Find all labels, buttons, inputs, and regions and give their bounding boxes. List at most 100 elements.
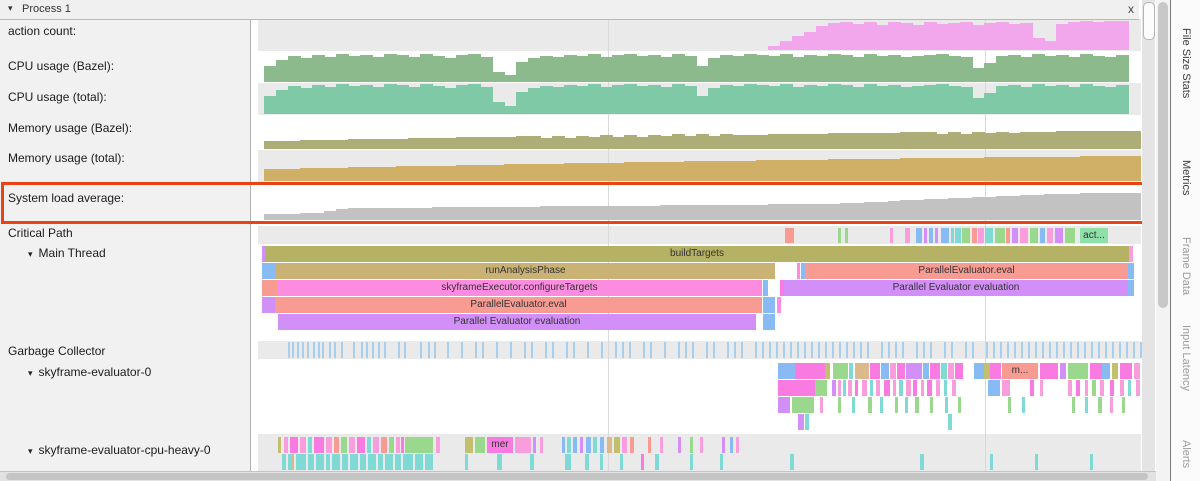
trace-slice[interactable]	[262, 280, 277, 296]
trace-slice[interactable]	[941, 363, 947, 379]
trace-slice[interactable]	[927, 380, 932, 396]
tab-alerts[interactable]: Alerts	[1180, 440, 1192, 469]
trace-slice[interactable]	[690, 454, 693, 470]
gc-tick[interactable]	[804, 342, 806, 358]
trace-slice[interactable]	[881, 363, 889, 379]
trace-slice[interactable]	[660, 437, 663, 453]
gc-tick[interactable]	[1105, 342, 1107, 358]
gc-tick[interactable]	[615, 342, 617, 358]
trace-slice[interactable]	[930, 397, 933, 413]
trace-slice[interactable]	[1128, 263, 1134, 279]
gc-tick[interactable]	[825, 342, 827, 358]
trace-slice[interactable]: act...	[1080, 228, 1108, 243]
trace-slice[interactable]	[777, 297, 781, 313]
gc-tick[interactable]	[860, 342, 862, 358]
trace-slice[interactable]	[465, 437, 473, 453]
trace-slice[interactable]	[870, 380, 873, 396]
trace-slice[interactable]	[357, 437, 365, 453]
collapse-arrow-icon[interactable]: ▾	[8, 3, 13, 13]
gc-tick[interactable]	[372, 342, 374, 358]
trace-slice[interactable]	[890, 363, 896, 379]
gc-tick[interactable]	[741, 342, 743, 358]
gc-tick[interactable]	[545, 342, 547, 358]
trace-slice[interactable]	[995, 228, 1005, 243]
gc-tick[interactable]	[895, 342, 897, 358]
trace-slice[interactable]	[916, 228, 922, 243]
trace-slice[interactable]: Parallel Evaluator evaluation	[784, 280, 1128, 296]
gc-tick[interactable]	[297, 342, 299, 358]
trace-slice[interactable]	[655, 454, 659, 470]
trace-slice[interactable]	[381, 437, 387, 453]
trace-slice[interactable]	[945, 397, 948, 413]
trace-slice[interactable]	[1100, 380, 1104, 396]
gc-tick[interactable]	[1112, 342, 1114, 358]
gc-tick[interactable]	[353, 342, 355, 358]
inner-vertical-scrollbar[interactable]	[1142, 0, 1155, 471]
trace-slice[interactable]	[862, 380, 867, 396]
trace-slice[interactable]	[1120, 380, 1124, 396]
gc-tick[interactable]	[1119, 342, 1121, 358]
trace-slice[interactable]	[785, 228, 794, 243]
trace-slice[interactable]	[600, 437, 604, 453]
trace-slice[interactable]	[1055, 228, 1063, 243]
gc-tick[interactable]	[902, 342, 904, 358]
trace-slice[interactable]	[795, 380, 815, 396]
gc-tick[interactable]	[366, 342, 368, 358]
gc-tick[interactable]	[1091, 342, 1093, 358]
trace-slice[interactable]: skyframeExecutor.configureTargets	[277, 280, 762, 296]
gc-tick[interactable]	[475, 342, 477, 358]
gc-tick[interactable]	[783, 342, 785, 358]
trace-slice[interactable]	[1072, 397, 1075, 413]
trace-slice[interactable]	[349, 437, 355, 453]
trace-slice[interactable]	[515, 437, 531, 453]
trace-slice[interactable]	[1129, 246, 1133, 262]
trace-slice[interactable]	[700, 437, 703, 453]
gc-tick[interactable]	[341, 342, 343, 358]
trace-slice[interactable]	[1128, 280, 1134, 296]
trace-slice[interactable]	[855, 363, 869, 379]
gc-tick[interactable]	[302, 342, 304, 358]
trace-slice[interactable]	[360, 454, 366, 470]
gc-tick[interactable]	[930, 342, 932, 358]
trace-slice[interactable]	[815, 380, 827, 396]
gc-tick[interactable]	[797, 342, 799, 358]
trace-slice[interactable]	[389, 437, 394, 453]
trace-slice[interactable]	[920, 454, 924, 470]
gc-tick[interactable]	[678, 342, 680, 358]
trace-slice[interactable]	[722, 437, 725, 453]
trace-slice[interactable]	[475, 437, 485, 453]
trace-slice[interactable]	[1040, 228, 1045, 243]
trace-slice[interactable]	[923, 363, 929, 379]
trace-slice[interactable]	[405, 437, 433, 453]
trace-slice[interactable]	[833, 363, 848, 379]
gc-tick[interactable]	[881, 342, 883, 358]
horizontal-scrollbar[interactable]	[0, 471, 1156, 481]
track-label-main-thread[interactable]: ▾ Main Thread	[0, 246, 278, 262]
gc-tick[interactable]	[329, 342, 331, 358]
trace-slice[interactable]	[585, 454, 589, 470]
gc-tick[interactable]	[629, 342, 631, 358]
trace-slice[interactable]	[720, 454, 723, 470]
gc-tick[interactable]	[1035, 342, 1037, 358]
trace-slice[interactable]	[341, 437, 347, 453]
gc-tick[interactable]	[734, 342, 736, 358]
gc-tick[interactable]	[428, 342, 430, 358]
trace-slice[interactable]	[1068, 380, 1072, 396]
trace-slice[interactable]	[845, 228, 848, 243]
trace-slice[interactable]	[1068, 363, 1088, 379]
trace-slice[interactable]	[952, 380, 956, 396]
trace-slice[interactable]	[868, 397, 872, 413]
gc-tick[interactable]	[713, 342, 715, 358]
trace-slice[interactable]	[801, 263, 805, 279]
gc-tick[interactable]	[867, 342, 869, 358]
trace-slice[interactable]	[880, 397, 883, 413]
gc-tick[interactable]	[944, 342, 946, 358]
trace-slice[interactable]: buildTargets	[265, 246, 1129, 262]
gc-tick[interactable]	[664, 342, 666, 358]
trace-slice[interactable]	[600, 454, 603, 470]
trace-slice[interactable]	[958, 397, 961, 413]
trace-slice[interactable]	[944, 380, 947, 396]
gc-tick[interactable]	[1007, 342, 1009, 358]
trace-slice[interactable]	[630, 437, 634, 453]
trace-slice[interactable]	[941, 228, 949, 243]
